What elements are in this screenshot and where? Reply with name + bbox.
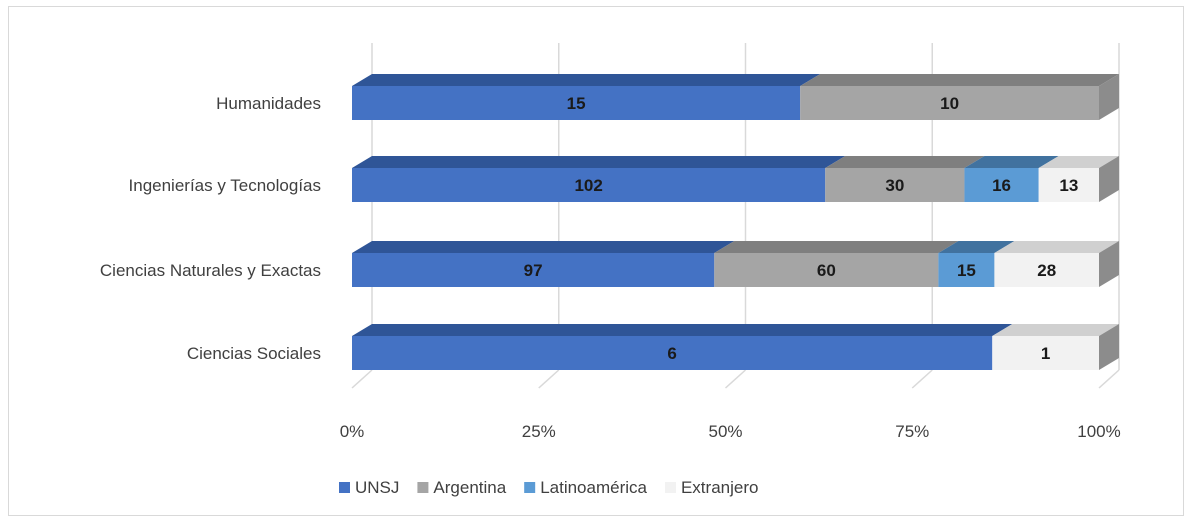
bar-segment-top [1038,156,1119,168]
data-label: 10 [940,94,959,113]
x-tick-label: 100% [1077,422,1120,441]
legend: UNSJ Argentina Latinoamérica Extranjero [339,478,758,497]
bar-side [1099,74,1119,120]
bar-segment [352,336,993,370]
bar-segment-top [964,156,1059,168]
bar-side [1099,156,1119,202]
category-label: Humanidades [216,94,321,113]
bar-segment-top [352,241,735,253]
bar-segment-top [992,324,1119,336]
category-labels: Humanidades Ingenierías y Tecnologías Cien… [100,94,321,363]
data-label: 1 [1041,344,1050,363]
bar-segment-top [938,241,1015,253]
data-label: 15 [567,94,586,113]
data-label: 28 [1037,261,1056,280]
bar-side [1099,241,1119,287]
bar-segment [1038,168,1099,202]
bars: 15 10 102 30 16 13 97 60 15 28 6 1 [352,74,1119,370]
data-label: 30 [885,176,904,195]
bar-segment-top [994,241,1119,253]
x-tick-label: 25% [522,422,556,441]
bar-segment-top [352,324,1013,336]
gridline-floor [911,369,933,389]
data-label: 13 [1059,176,1078,195]
legend-entry: Extranjero [681,478,758,497]
stacked-bar-chart: 15 10 102 30 16 13 97 60 15 28 6 1 Humanidades Ingen… [100,43,1121,497]
x-tick-label: 75% [895,422,929,441]
data-label: 15 [957,261,976,280]
category-label: Ingenierías y Tecnologías [129,176,321,195]
category-label: Ciencias Sociales [187,344,321,363]
bar-segment [964,168,1039,202]
gridline-floor [1098,369,1120,389]
bar-segment [352,253,715,287]
data-label: 16 [992,176,1011,195]
gridline-floor [538,369,560,389]
x-tick-label: 0% [340,422,365,441]
bar-segment-top [352,74,821,86]
x-tick-labels: 0% 25% 50% 75% 100% [340,422,1121,441]
bar-segment [352,86,801,120]
bar-segment [800,86,1099,120]
gridline-floor [351,369,373,389]
bar-segment [938,253,995,287]
gridline-floor [724,369,747,389]
chart-frame: 15 10 102 30 16 13 97 60 15 28 6 1 Humanidades Ingen… [8,6,1184,516]
bar-segment [352,168,826,202]
bar-segment [992,336,1099,370]
legend-swatch [524,482,536,493]
data-label: 102 [574,176,602,195]
legend-swatch [339,482,350,493]
bar-segment [825,168,965,202]
x-tick-label: 50% [708,422,742,441]
data-label: 97 [524,261,543,280]
legend-entry: Argentina [433,478,506,497]
bar-segment [994,253,1099,287]
bar-segment-top [352,156,846,168]
data-label: 60 [817,261,836,280]
bar-segment-top [714,241,959,253]
legend-entry: UNSJ [355,478,399,497]
data-label: 6 [667,344,676,363]
legend-swatch [664,482,676,493]
bar-segment-top [825,156,985,168]
category-label: Ciencias Naturales y Exactas [100,261,321,280]
bar-segment [714,253,939,287]
bar-segment-top [800,74,1119,86]
bar-side [1099,324,1119,370]
legend-entry: Latinoamérica [540,478,647,497]
legend-swatch [417,482,429,493]
